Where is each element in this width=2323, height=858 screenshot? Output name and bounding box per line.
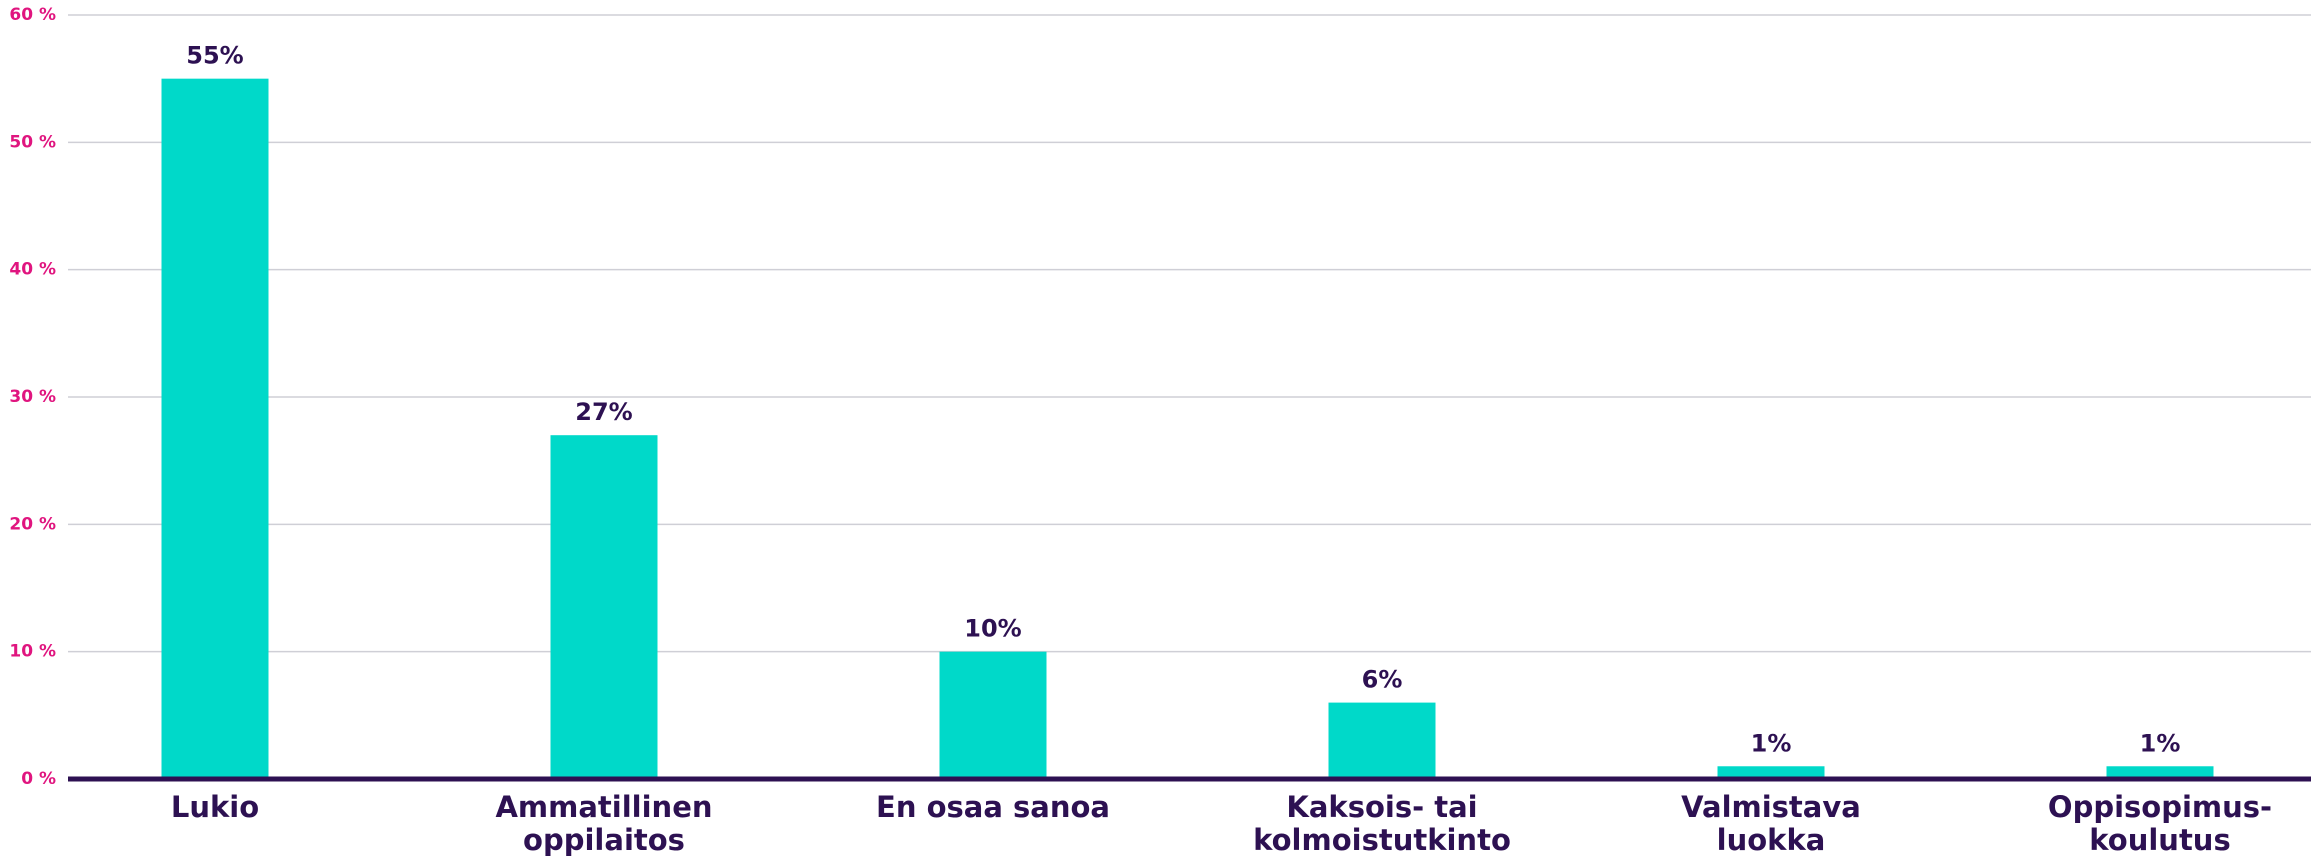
x-tick-label: Kaksois- tai kolmoistutkinto	[1253, 790, 1511, 857]
value-label: 10%	[964, 615, 1021, 643]
x-tick-label: Ammatillinen oppilaitos	[495, 790, 712, 857]
x-tick-label: Oppisopimus-koulutus	[2048, 790, 2272, 857]
bar	[1328, 702, 1436, 779]
x-tick-line: koulutus	[2089, 823, 2230, 857]
y-tick-label: 30 %	[9, 387, 56, 407]
y-tick-label: 50 %	[9, 132, 56, 152]
y-tick-label: 10 %	[9, 642, 56, 662]
x-tick-line: Oppisopimus-	[2048, 790, 2272, 824]
x-tick-line: En osaa sanoa	[876, 790, 1110, 824]
x-tick-line: oppilaitos	[523, 823, 685, 857]
x-tick-label: En osaa sanoa	[876, 790, 1110, 824]
bar	[550, 435, 658, 779]
bar	[161, 78, 269, 779]
x-tick-line: Kaksois- tai	[1286, 790, 1477, 824]
x-tick-line: Ammatillinen	[495, 790, 712, 824]
value-label: 1%	[2140, 729, 2181, 757]
x-tick-line: luokka	[1717, 823, 1826, 857]
bar	[2106, 766, 2214, 779]
value-label: 55%	[186, 42, 243, 70]
bar	[1717, 766, 1825, 779]
x-tick-label: Valmistava luokka	[1681, 790, 1861, 857]
value-label: 6%	[1362, 666, 1403, 694]
x-tick-line: Valmistava	[1681, 790, 1861, 824]
value-label: 1%	[1751, 729, 1792, 757]
y-tick-label: 40 %	[9, 260, 56, 280]
y-tick-label: 0 %	[21, 769, 56, 789]
x-tick-line: kolmoistutkinto	[1253, 823, 1511, 857]
x-tick-label: Lukio	[171, 790, 259, 824]
bar	[939, 651, 1047, 779]
value-label: 27%	[575, 398, 632, 426]
y-tick-label: 20 %	[9, 514, 56, 534]
x-tick-line: Lukio	[171, 790, 259, 824]
y-tick-label: 60 %	[9, 5, 56, 25]
